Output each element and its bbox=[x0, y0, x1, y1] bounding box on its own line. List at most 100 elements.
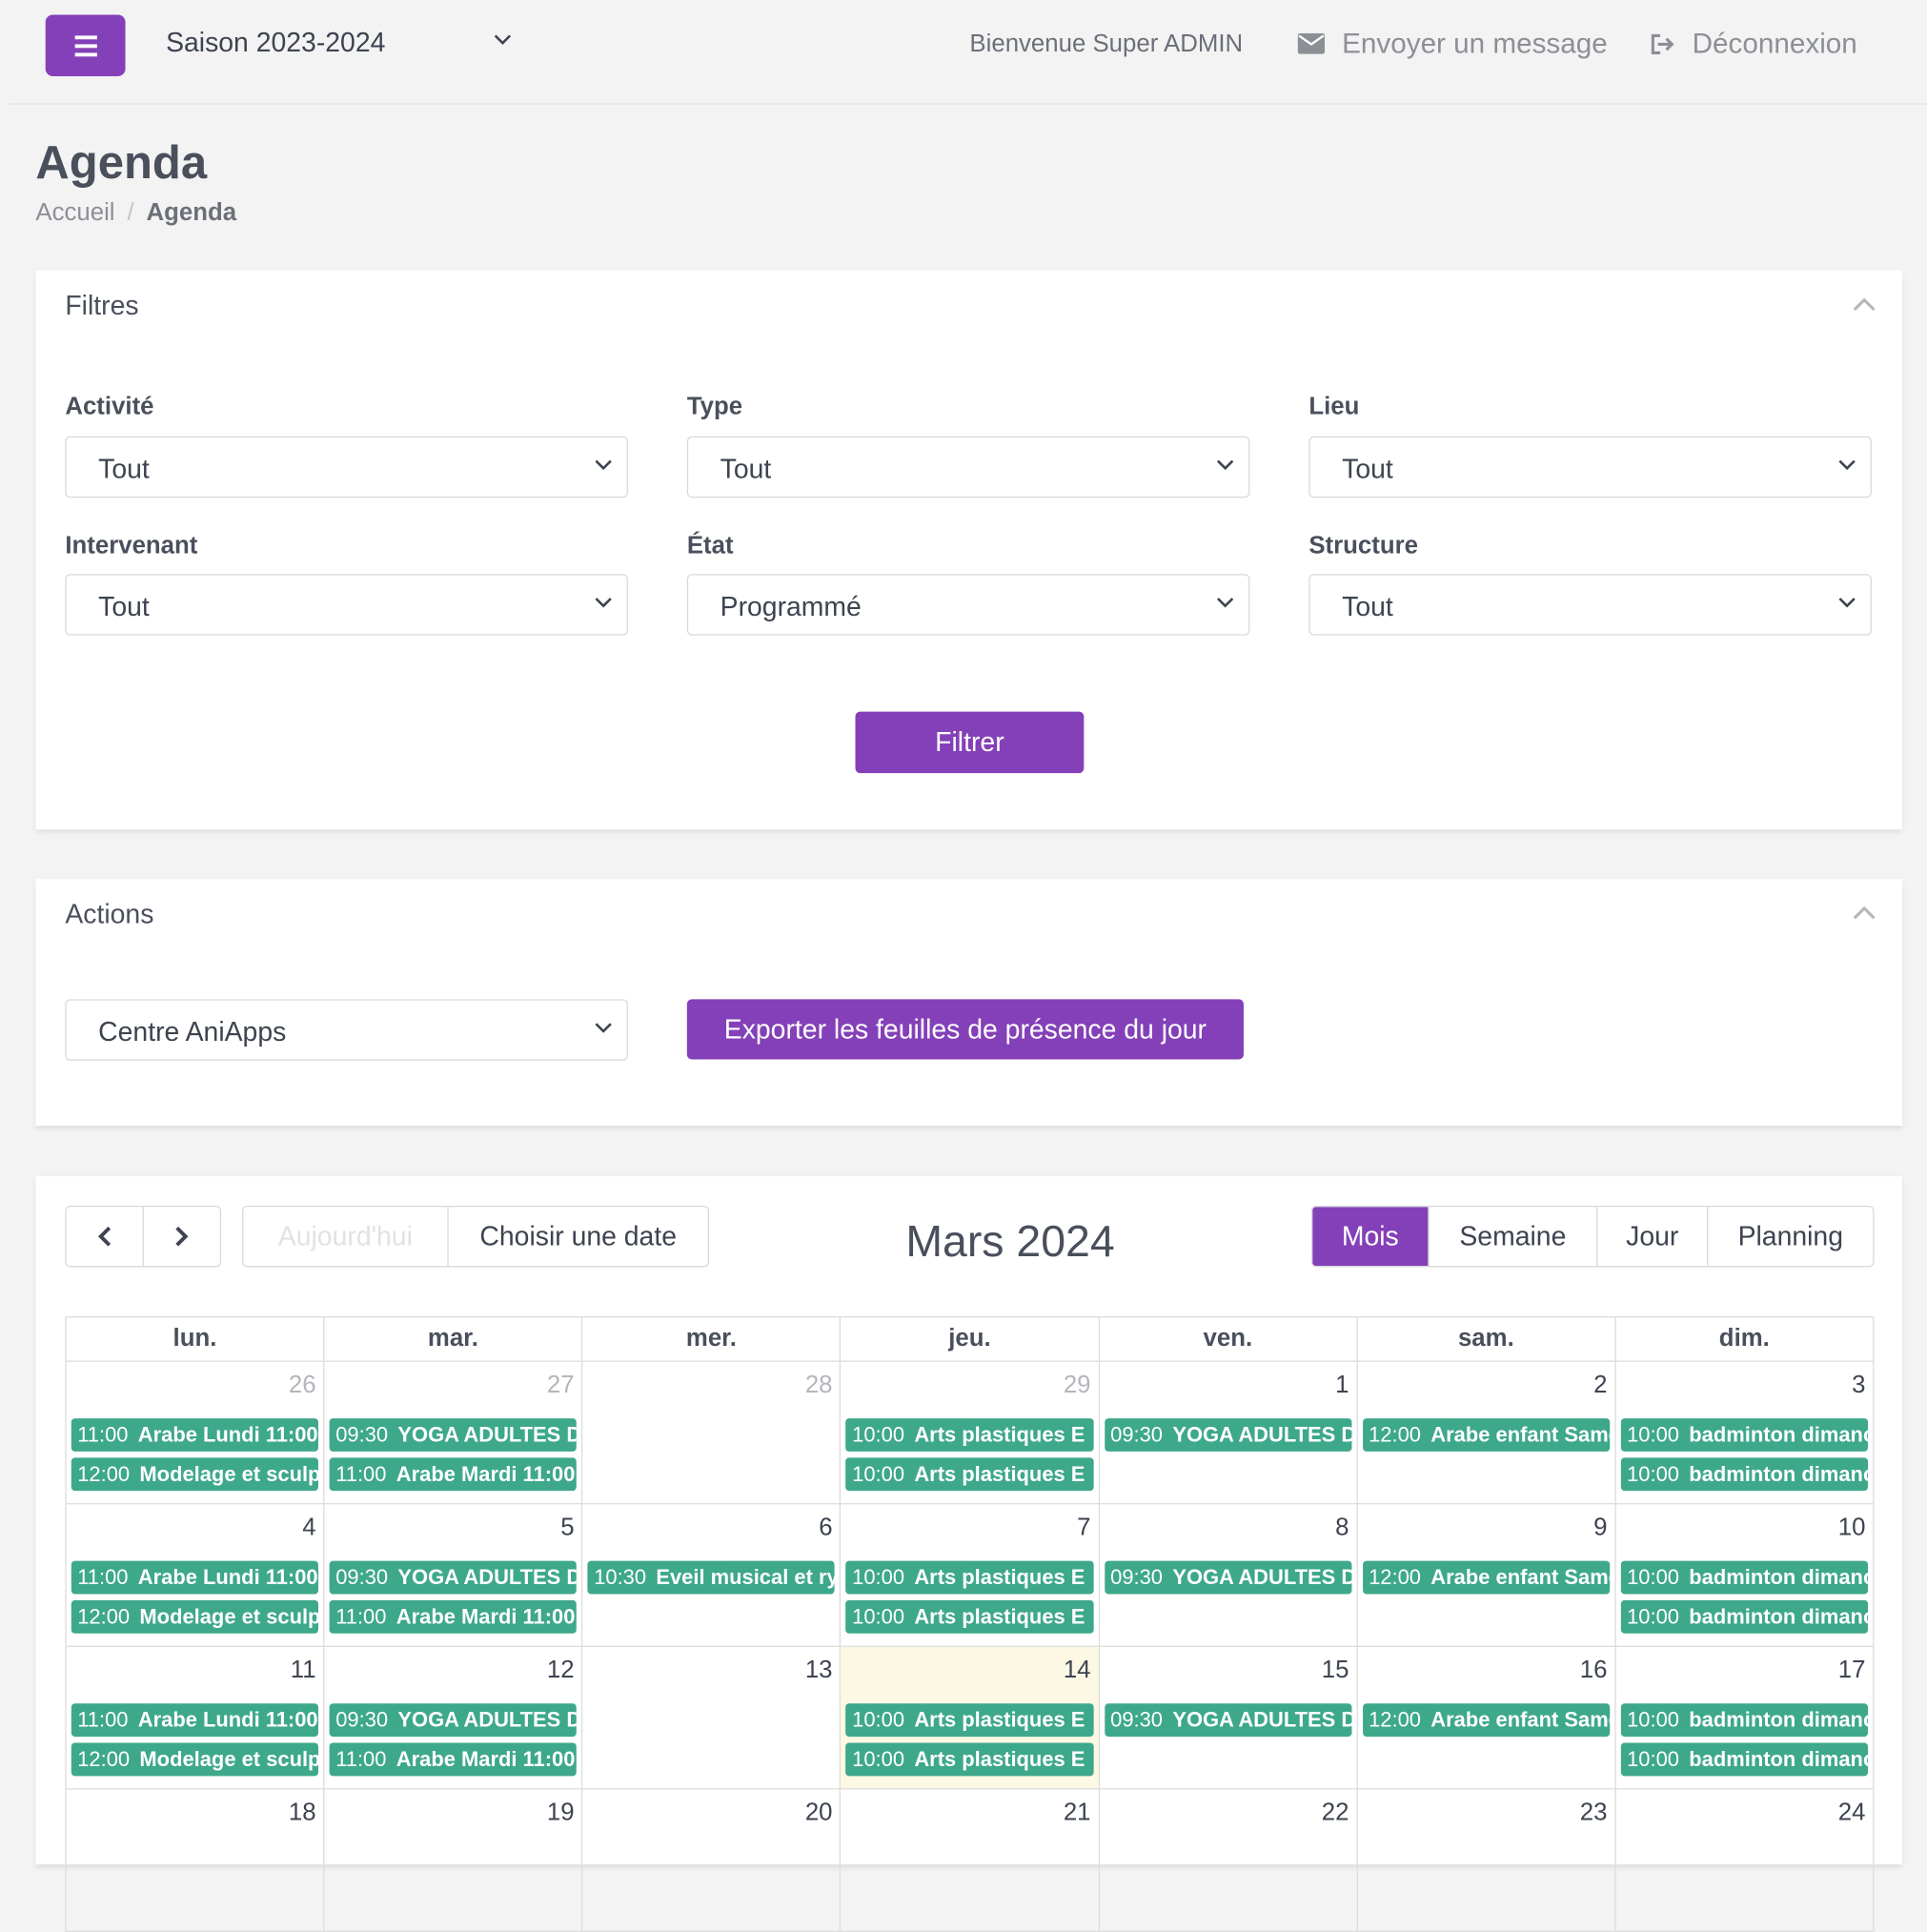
logout-link[interactable]: Déconnexion bbox=[1651, 27, 1857, 60]
calendar-event[interactable]: 10:00 badminton dimanche bbox=[1620, 1560, 1869, 1595]
day-cell[interactable]: 6 10:30 Eveil musical et rythmique bbox=[582, 1504, 842, 1647]
calendar-event[interactable]: 12:00 Modelage et sculpture bbox=[71, 1742, 319, 1777]
day-number[interactable]: 10 bbox=[1837, 1514, 1866, 1542]
day-number[interactable]: 20 bbox=[804, 1799, 833, 1827]
day-number[interactable]: 15 bbox=[1321, 1657, 1349, 1684]
calendar-event[interactable]: 10:30 Eveil musical et rythmique bbox=[587, 1560, 836, 1595]
day-number[interactable]: 18 bbox=[288, 1799, 316, 1827]
day-cell[interactable]: 21 bbox=[841, 1789, 1100, 1932]
calendar-event[interactable]: 10:00 Arts plastiques E bbox=[845, 1703, 1094, 1738]
day-cell[interactable]: 3 10:00 badminton dimanche 10:00 badminton d… bbox=[1615, 1361, 1875, 1505]
day-number[interactable]: 6 bbox=[819, 1514, 833, 1542]
day-cell[interactable]: 9 12:00 Arabe enfant Samedi bbox=[1357, 1504, 1616, 1647]
day-cell[interactable]: 7 10:00 Arts plastiques E 10:00 Arts plastiq… bbox=[841, 1504, 1100, 1647]
calendar-event[interactable]: 12:00 Arabe enfant Samedi bbox=[1362, 1418, 1611, 1452]
calendar-event[interactable]: 10:00 Arts plastiques E bbox=[845, 1742, 1094, 1777]
day-cell[interactable]: 2 12:00 Arabe enfant Samedi bbox=[1357, 1361, 1616, 1505]
lieu-select[interactable]: Tout bbox=[1308, 436, 1872, 498]
day-number[interactable]: 24 bbox=[1837, 1799, 1866, 1827]
day-cell[interactable]: 28 bbox=[582, 1361, 842, 1505]
view-day[interactable]: Jour bbox=[1596, 1207, 1707, 1267]
calendar-event[interactable]: 10:00 badminton dimanche bbox=[1620, 1703, 1869, 1738]
day-number[interactable]: 5 bbox=[560, 1514, 575, 1542]
day-number[interactable]: 4 bbox=[302, 1514, 316, 1542]
day-cell[interactable]: 27 09:30 YOGA ADULTES D 11:00 Arabe Mardi 11… bbox=[324, 1361, 583, 1505]
activite-select[interactable]: Tout bbox=[65, 436, 628, 498]
view-planning[interactable]: Planning bbox=[1707, 1207, 1873, 1267]
day-cell[interactable]: 15 09:30 YOGA ADULTES D bbox=[1099, 1646, 1358, 1790]
view-month[interactable]: Mois bbox=[1312, 1207, 1429, 1267]
day-cell[interactable]: 22 bbox=[1099, 1789, 1358, 1932]
day-cell[interactable]: 13 bbox=[582, 1646, 842, 1790]
export-attendance-button[interactable]: Exporter les feuilles de présence du jou… bbox=[686, 999, 1244, 1060]
calendar-event[interactable]: 10:00 badminton dimanche bbox=[1620, 1742, 1869, 1777]
calendar-event[interactable]: 10:00 Arts plastiques E bbox=[845, 1418, 1094, 1452]
calendar-event[interactable]: 10:00 Arts plastiques E bbox=[845, 1560, 1094, 1595]
calendar-event[interactable]: 10:00 badminton dimanche bbox=[1620, 1418, 1869, 1452]
day-number[interactable]: 13 bbox=[804, 1657, 833, 1684]
day-cell[interactable]: 20 bbox=[582, 1789, 842, 1932]
day-number[interactable]: 9 bbox=[1593, 1514, 1608, 1542]
day-number[interactable]: 2 bbox=[1593, 1372, 1608, 1399]
calendar-event[interactable]: 10:00 badminton dimanche bbox=[1620, 1599, 1869, 1634]
calendar-event[interactable]: 09:30 YOGA ADULTES D bbox=[329, 1418, 578, 1452]
day-number[interactable]: 17 bbox=[1837, 1657, 1866, 1684]
type-select[interactable]: Tout bbox=[686, 436, 1250, 498]
day-number[interactable]: 19 bbox=[546, 1799, 575, 1827]
calendar-event[interactable]: 12:00 Modelage et sculpture bbox=[71, 1599, 319, 1634]
day-cell[interactable]: 19 bbox=[324, 1789, 583, 1932]
day-number[interactable]: 23 bbox=[1579, 1799, 1608, 1827]
next-button[interactable] bbox=[142, 1207, 220, 1267]
day-cell[interactable]: 18 bbox=[66, 1789, 325, 1932]
calendar-event[interactable]: 09:30 YOGA ADULTES D bbox=[329, 1560, 578, 1595]
day-cell[interactable]: 1 09:30 YOGA ADULTES D bbox=[1099, 1361, 1358, 1505]
calendar-event[interactable]: 10:00 badminton dimanche bbox=[1620, 1457, 1869, 1492]
calendar-event[interactable]: 12:00 Arabe enfant Samedi bbox=[1362, 1560, 1611, 1595]
day-cell[interactable]: 23 bbox=[1357, 1789, 1616, 1932]
chevron-down-icon[interactable] bbox=[494, 33, 512, 46]
etat-select[interactable]: Programmé bbox=[686, 574, 1250, 636]
day-number[interactable]: 3 bbox=[1852, 1372, 1866, 1399]
view-week[interactable]: Semaine bbox=[1428, 1207, 1596, 1267]
day-number[interactable]: 11 bbox=[290, 1657, 316, 1684]
calendar-event[interactable]: 11:00 Arabe Mardi 11:00 bbox=[329, 1599, 578, 1634]
day-cell[interactable]: 26 11:00 Arabe Lundi 11:00 12:00 Modelage et… bbox=[66, 1361, 325, 1505]
calendar-event[interactable]: 10:00 Arts plastiques E bbox=[845, 1457, 1094, 1492]
day-cell[interactable]: 5 09:30 YOGA ADULTES D 11:00 Arabe Mardi 11:… bbox=[324, 1504, 583, 1647]
day-cell[interactable]: 8 09:30 YOGA ADULTES D bbox=[1099, 1504, 1358, 1647]
calendar-event[interactable]: 09:30 YOGA ADULTES D bbox=[329, 1703, 578, 1738]
calendar-event[interactable]: 11:00 Arabe Lundi 11:00 bbox=[71, 1560, 319, 1595]
day-number[interactable]: 26 bbox=[288, 1372, 316, 1399]
day-cell[interactable]: 11 11:00 Arabe Lundi 11:00 12:00 Modelage et… bbox=[66, 1646, 325, 1790]
calendar-event[interactable]: 11:00 Arabe Mardi 11:00 bbox=[329, 1457, 578, 1492]
day-number[interactable]: 16 bbox=[1579, 1657, 1608, 1684]
day-cell[interactable]: 24 bbox=[1615, 1789, 1875, 1932]
calendar-event[interactable]: 11:00 Arabe Lundi 11:00 bbox=[71, 1418, 319, 1452]
day-number[interactable]: 12 bbox=[546, 1657, 575, 1684]
calendar-event[interactable]: 09:30 YOGA ADULTES D bbox=[1104, 1560, 1352, 1595]
calendar-event[interactable]: 12:00 Arabe enfant Samedi bbox=[1362, 1703, 1611, 1738]
calendar-event[interactable]: 11:00 Arabe Mardi 11:00 bbox=[329, 1742, 578, 1777]
day-number[interactable]: 8 bbox=[1335, 1514, 1349, 1542]
day-number[interactable]: 27 bbox=[546, 1372, 575, 1399]
day-cell[interactable]: 4 11:00 Arabe Lundi 11:00 12:00 Modelage et … bbox=[66, 1504, 325, 1647]
hamburger-menu-button[interactable] bbox=[45, 14, 126, 76]
day-cell[interactable]: 14 10:00 Arts plastiques E 10:00 Arts plasti… bbox=[841, 1646, 1100, 1790]
breadcrumb-home[interactable]: Accueil bbox=[35, 198, 115, 227]
season-select[interactable]: Saison 2023-2024 bbox=[166, 27, 386, 58]
today-button[interactable]: Aujourd'hui bbox=[243, 1207, 449, 1267]
day-cell[interactable]: 16 12:00 Arabe enfant Samedi bbox=[1357, 1646, 1616, 1790]
chevron-up-icon[interactable] bbox=[1853, 297, 1876, 312]
calendar-event[interactable]: 09:30 YOGA ADULTES D bbox=[1104, 1703, 1352, 1738]
filter-button[interactable]: Filtrer bbox=[855, 711, 1085, 774]
day-cell[interactable]: 17 10:00 badminton dimanche 10:00 badminton … bbox=[1615, 1646, 1875, 1790]
calendar-event[interactable]: 09:30 YOGA ADULTES D bbox=[1104, 1418, 1352, 1452]
day-number[interactable]: 7 bbox=[1077, 1514, 1091, 1542]
chevron-up-icon[interactable] bbox=[1853, 905, 1876, 920]
calendar-event[interactable]: 11:00 Arabe Lundi 11:00 bbox=[71, 1703, 319, 1738]
calendar-event[interactable]: 12:00 Modelage et sculpture bbox=[71, 1457, 319, 1492]
pick-date-button[interactable]: Choisir une date bbox=[479, 1220, 678, 1251]
calendar-event[interactable]: 10:00 Arts plastiques E bbox=[845, 1599, 1094, 1634]
day-number[interactable]: 22 bbox=[1321, 1799, 1349, 1827]
intervenant-select[interactable]: Tout bbox=[65, 574, 628, 636]
